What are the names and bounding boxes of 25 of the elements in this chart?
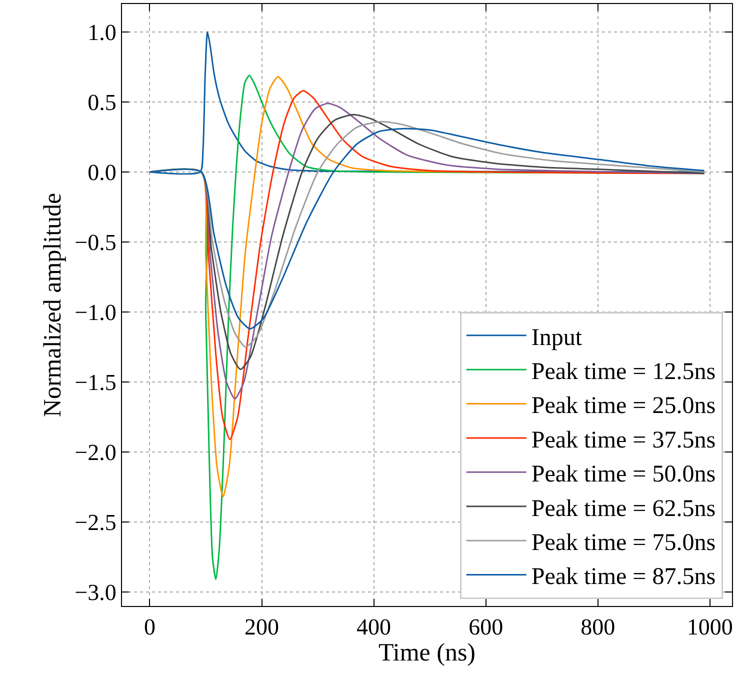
- legend-label: Peak time = 62.5ns: [531, 496, 716, 522]
- y-tick-label: −1.5: [74, 370, 116, 396]
- y-tick-label: 0.5: [88, 90, 116, 116]
- x-tick-label: 0: [144, 614, 156, 640]
- y-tick-label: 0.0: [88, 160, 116, 186]
- legend-label: Peak time = 12.5ns: [531, 358, 716, 385]
- legend-label: Input: [531, 324, 582, 351]
- legend-label: Peak time = 75.0ns: [531, 530, 716, 556]
- x-tick-label: 400: [356, 614, 392, 640]
- y-tick-label: −3.0: [74, 580, 116, 606]
- legend-label: Peak time = 25.0ns: [531, 393, 716, 420]
- x-tick-label: 800: [580, 614, 616, 640]
- y-tick-label: −0.5: [74, 230, 116, 256]
- x-tick-label: 200: [244, 614, 280, 640]
- legend-label: Peak time = 37.5ns: [531, 427, 716, 454]
- x-tick-label: 600: [468, 614, 504, 640]
- x-axis-title: Time (ns): [378, 640, 476, 667]
- y-tick-label: −2.0: [74, 440, 116, 466]
- legend-label: Peak time = 50.0ns: [531, 462, 716, 488]
- y-axis-title: Normalized amplitude: [39, 192, 66, 418]
- x-tick-label: 1000: [686, 614, 733, 640]
- y-tick-label: −1.0: [74, 300, 116, 326]
- y-tick-label: −2.5: [74, 510, 116, 536]
- legend-label: Peak time = 87.5ns: [531, 564, 716, 590]
- y-tick-label: 1.0: [88, 20, 116, 46]
